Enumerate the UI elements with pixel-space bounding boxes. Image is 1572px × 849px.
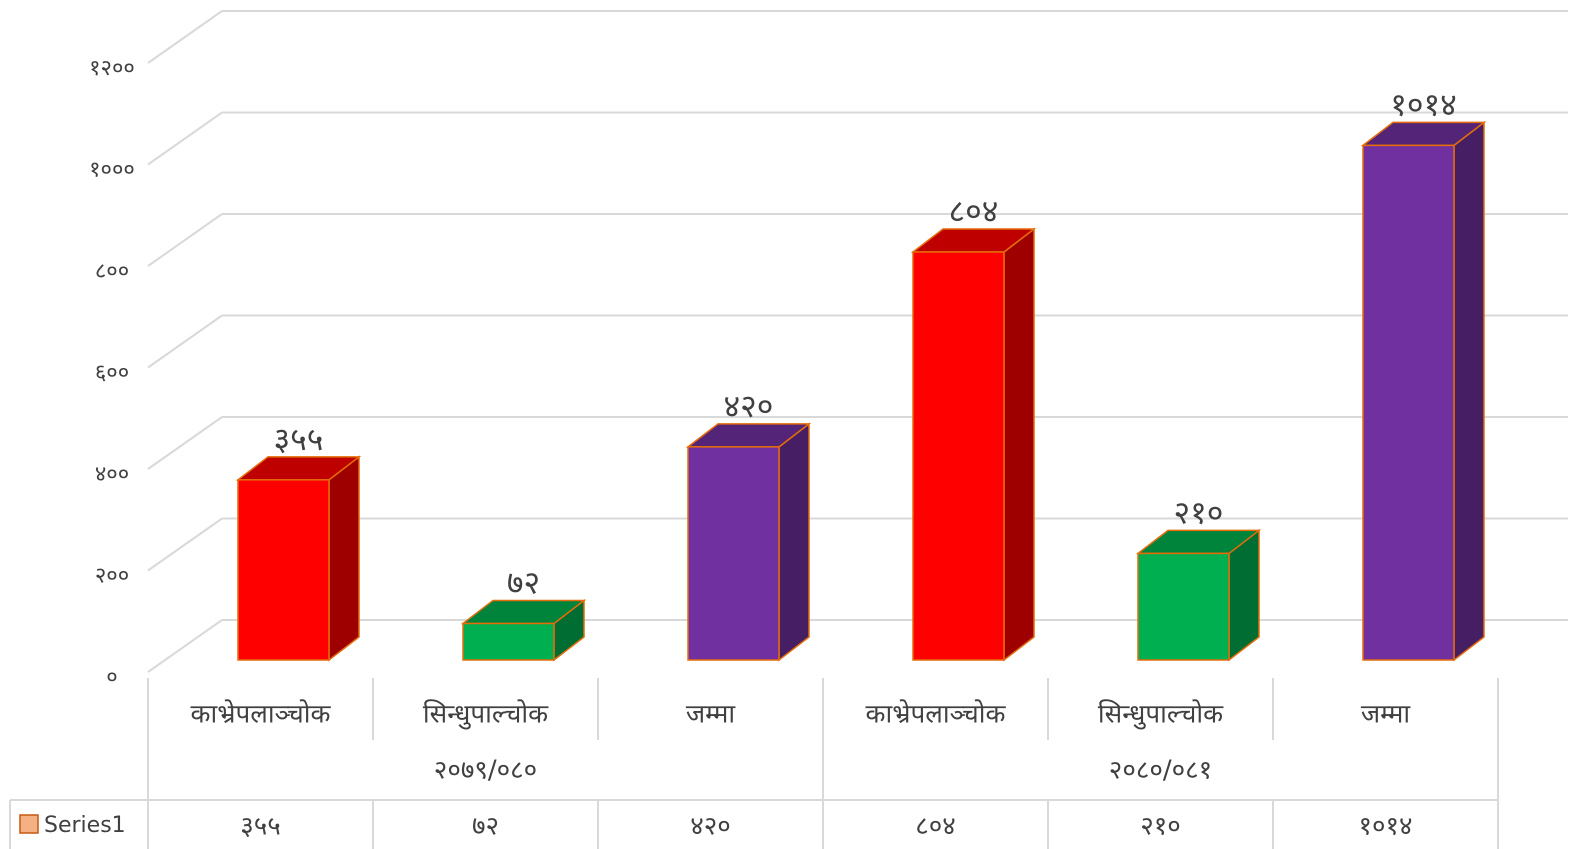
grid-line-side xyxy=(147,111,223,166)
table-value: २१० xyxy=(1140,812,1181,842)
y-tick-label: ४०० xyxy=(95,462,129,487)
value-label: ४२० xyxy=(724,387,774,425)
y-tick-label: १००० xyxy=(89,158,135,183)
x-tick-label: जम्मा xyxy=(686,700,737,730)
y-tick-label: ० xyxy=(106,665,117,690)
x-tick-label: सिन्धुपाल्चोक xyxy=(423,699,549,730)
legend-label: Series1 xyxy=(44,813,126,838)
y-tick-label: ८०० xyxy=(95,259,129,284)
bar-side xyxy=(1003,227,1035,662)
value-label: २१० xyxy=(1174,493,1224,531)
table-value: ३५५ xyxy=(240,812,281,842)
y-tick-label: १२०० xyxy=(89,56,135,81)
table-value: ७२ xyxy=(472,812,499,842)
x-tick-label: काभ्रेपलाञ्चोक xyxy=(191,699,332,730)
bar xyxy=(1362,144,1455,661)
bar-side xyxy=(778,422,810,662)
bar xyxy=(912,251,1005,661)
grid-line-side xyxy=(147,213,223,267)
x-tick-label: सिन्धुपाल्चोक xyxy=(1098,699,1224,730)
grid-line-side xyxy=(147,314,223,369)
group-label: २०८०/०८१ xyxy=(1109,756,1212,786)
value-label: ७२ xyxy=(507,563,540,601)
grid-line-side xyxy=(147,416,223,470)
table-value: ४२० xyxy=(690,812,731,842)
bar-side xyxy=(1453,120,1485,662)
legend-key xyxy=(19,814,39,834)
bar xyxy=(462,622,555,661)
y-tick-label: २०० xyxy=(95,564,129,589)
table-value: १०१४ xyxy=(1358,812,1412,842)
grid-line-side xyxy=(147,619,223,673)
y-tick-label: ६०० xyxy=(95,361,129,386)
value-label: ८०४ xyxy=(949,192,999,230)
bar xyxy=(687,446,780,661)
value-label: ३५५ xyxy=(274,420,324,458)
grid-line-side xyxy=(147,517,223,572)
table-value: ८०४ xyxy=(915,812,956,842)
value-label: १०१४ xyxy=(1390,85,1457,123)
grid-line-side xyxy=(147,10,223,64)
bar xyxy=(1137,552,1230,661)
bar-side xyxy=(328,455,360,662)
bar xyxy=(237,479,330,661)
x-tick-label: काभ्रेपलाञ्चोक xyxy=(866,699,1007,730)
group-label: २०७९/०८० xyxy=(434,756,537,786)
x-tick-label: जम्मा xyxy=(1361,700,1412,730)
